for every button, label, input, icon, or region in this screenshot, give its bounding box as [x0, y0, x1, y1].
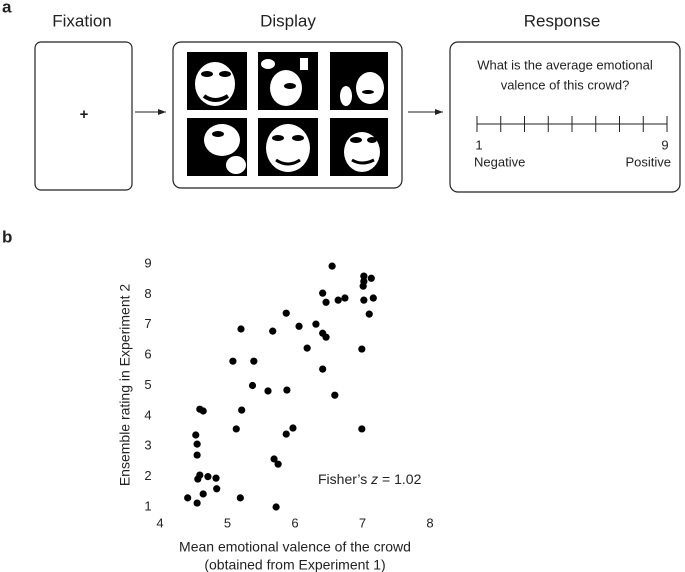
x-axis-label: (obtained from Experiment 1) [204, 557, 385, 572]
x-tick-label: 5 [224, 515, 231, 530]
x-tick-label: 8 [426, 515, 433, 530]
annotation: Fisher’s z = 1.02 [318, 471, 422, 487]
scatter-point [212, 474, 220, 482]
question-line: What is the average emotional [477, 57, 653, 72]
y-tick-label: 7 [144, 316, 151, 331]
panel-label: b [2, 227, 12, 246]
face [187, 118, 247, 176]
scatter-point [328, 262, 336, 270]
y-tick-label: 8 [144, 286, 151, 301]
scatter-point [204, 473, 212, 481]
scatter-point [272, 503, 280, 511]
annotation-text: Fisher’s [318, 471, 371, 487]
y-tick-label: 1 [144, 498, 151, 513]
face [187, 52, 247, 110]
scatter-point [312, 320, 320, 328]
face-grid [187, 52, 388, 176]
scatter-point [358, 345, 366, 353]
scatter-point [358, 425, 366, 433]
scatter-point [193, 440, 201, 448]
scatter-point [194, 475, 202, 483]
scale-max: 9 [661, 137, 668, 152]
x-tick-label: 6 [291, 515, 298, 530]
y-tick-label: 5 [144, 377, 151, 392]
scatter-point [213, 485, 221, 493]
face [330, 52, 388, 110]
scatter-point [334, 296, 342, 304]
scatter-point [360, 296, 368, 304]
x-tick-label: 7 [359, 515, 366, 530]
scatter-point [319, 289, 327, 297]
scatter-point [331, 391, 339, 399]
question-line: valence of this crowd? [501, 77, 630, 92]
scale-min: 1 [475, 137, 482, 152]
scatter-point [367, 274, 375, 282]
face [330, 118, 388, 176]
scatter-point [360, 272, 368, 280]
scatter-point [274, 460, 282, 468]
y-tick-label: 3 [144, 438, 151, 453]
stage-title: Fixation [52, 11, 112, 30]
display-screen [172, 41, 403, 189]
scatter-point [270, 455, 278, 463]
scatter-point [322, 298, 330, 306]
y-axis-label: Ensemble rating in Experiment 2 [117, 284, 133, 487]
y-tick-label: 2 [144, 468, 151, 483]
scatter-point [295, 322, 303, 330]
scatter-point [341, 294, 349, 302]
y-tick-label: 6 [144, 347, 151, 362]
fixation-cross: + [80, 106, 89, 123]
scale-low-label: Negative [474, 154, 525, 169]
stage-title: Display [260, 11, 316, 30]
fixation-screen [34, 41, 133, 191]
response-screen [449, 41, 681, 193]
scale-high-label: Positive [625, 154, 671, 169]
scatter-point [229, 357, 237, 365]
scatter-point [236, 494, 244, 502]
scatter-point [369, 294, 377, 302]
scatter-point [199, 490, 207, 498]
scatter-point [365, 310, 373, 318]
stage-title: Response [524, 11, 601, 30]
scatter-point [193, 451, 201, 459]
scatter-point [237, 325, 245, 333]
scatter-point [282, 309, 290, 317]
face [258, 118, 318, 176]
scatter-point [199, 407, 207, 415]
scatter-point [264, 387, 272, 395]
scatter-point [250, 357, 258, 365]
scatter-point [184, 494, 192, 502]
scatter-point [303, 344, 311, 352]
scatter-point [283, 386, 291, 394]
scatter-point [322, 333, 330, 341]
panel-label: a [2, 0, 12, 16]
annotation-variable: z [370, 471, 378, 487]
scatter-point [193, 499, 201, 507]
scatter-point [248, 381, 257, 390]
scatter-point [269, 327, 277, 335]
scatter-point [289, 424, 297, 432]
scatter-point [192, 431, 200, 439]
scatter-point [232, 425, 240, 433]
scatter-point [238, 406, 246, 414]
scale-ticks [476, 116, 668, 132]
annotation-text: = 1.02 [378, 471, 421, 487]
y-tick-label: 9 [144, 255, 151, 270]
face [258, 52, 318, 110]
scatter-point [319, 365, 327, 373]
scatter-point [360, 277, 368, 285]
scatter-point [282, 430, 290, 438]
x-axis-label: Mean emotional valence of the crowd [179, 539, 411, 555]
x-tick-label: 4 [156, 515, 163, 530]
y-tick-label: 4 [144, 407, 151, 422]
